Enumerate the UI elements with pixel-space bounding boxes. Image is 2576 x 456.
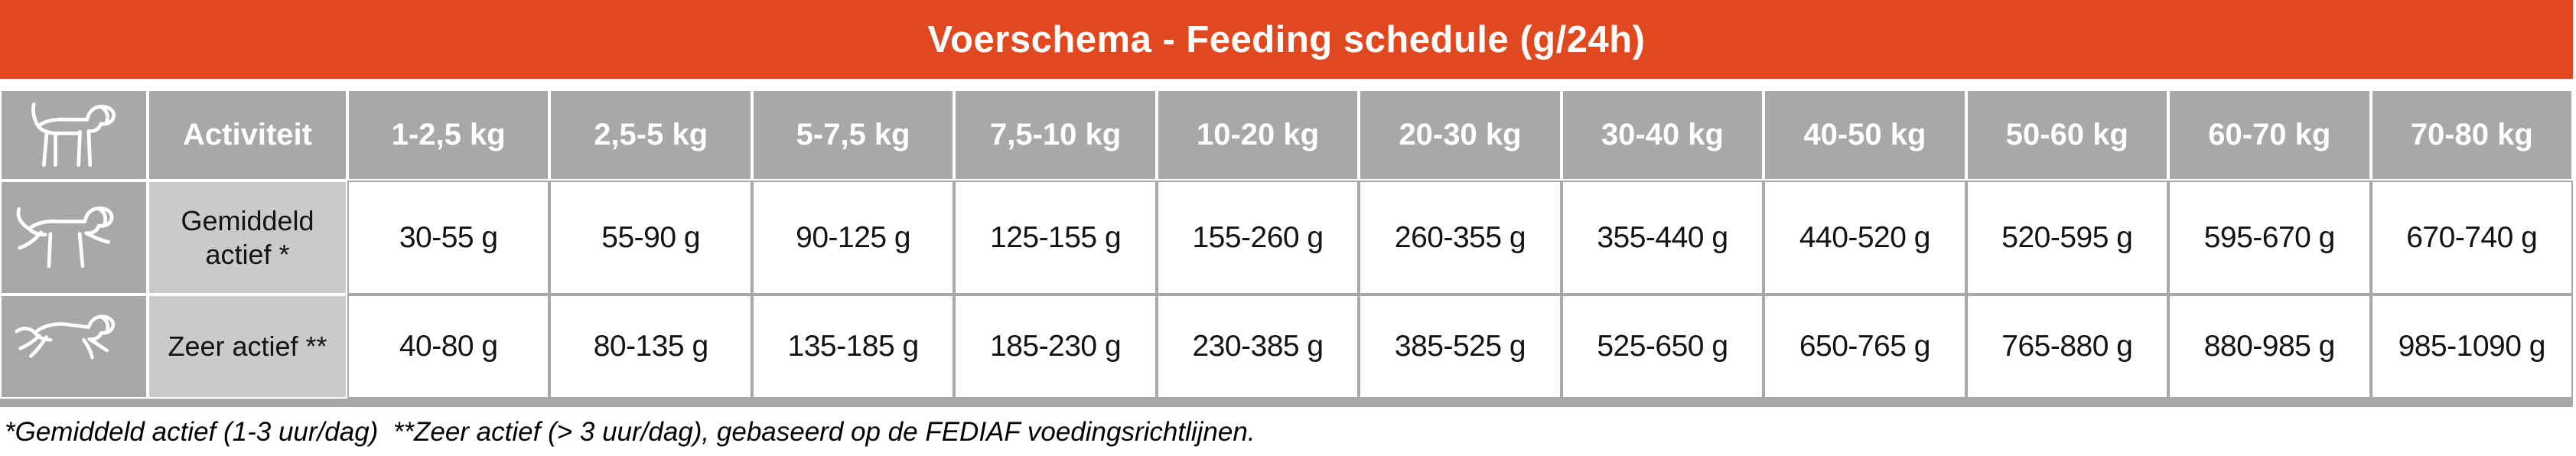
feeding-value-cell: 40-80 g [347, 295, 550, 399]
weight-header-cell: 70-80 kg [2370, 90, 2573, 181]
feeding-value: 385-525 g [1394, 330, 1526, 363]
weight-header-cell: 60-70 kg [2168, 90, 2371, 181]
weight-header-cell: 5-7,5 kg [751, 90, 955, 181]
feeding-value: 765-880 g [2001, 330, 2133, 363]
corner-icon-cell [0, 90, 148, 181]
feeding-value: 595-670 g [2203, 220, 2336, 254]
weight-header-label: 2,5-5 kg [594, 118, 708, 151]
feeding-value-cell: 30-55 g [347, 181, 550, 295]
feeding-value-cell: 985-1090 g [2370, 295, 2573, 399]
weight-header-cell: 50-60 kg [1965, 90, 2169, 181]
feeding-value: 80-135 g [593, 330, 708, 363]
weight-header-label: 40-50 kg [1803, 118, 1926, 151]
activity-label: Zeer actief ** [168, 331, 327, 363]
activity-cell: Zeer actief ** [148, 295, 347, 399]
activity-header-label: Activiteit [183, 118, 312, 151]
title-banner: Voerschema - Feeding schedule (g/24h) [0, 0, 2573, 79]
feeding-value: 670-740 g [2406, 220, 2538, 254]
row-icon-cell [0, 295, 148, 399]
feeding-value-cell: 355-440 g [1561, 181, 1764, 295]
weight-header-label: 70-80 kg [2410, 118, 2533, 151]
footnote: *Gemiddeld actief (1-3 uur/dag) **Zeer a… [5, 417, 1255, 447]
feeding-value: 440-520 g [1799, 220, 1931, 254]
weight-header-label: 60-70 kg [2208, 118, 2331, 151]
feeding-schedule-table: Activiteit 1-2,5 kg 2,5-5 kg 5-7,5 kg 7,… [0, 90, 2573, 399]
weight-header-cell: 1-2,5 kg [347, 90, 550, 181]
feeding-value-cell: 125-155 g [954, 181, 1157, 295]
feeding-value-cell: 880-985 g [2168, 295, 2371, 399]
activity-header-cell: Activiteit [148, 90, 347, 181]
table-bottom-bar [0, 399, 2573, 407]
feeding-value-cell: 520-595 g [1965, 181, 2169, 295]
feeding-value: 155-260 g [1192, 220, 1324, 254]
page-title: Voerschema - Feeding schedule (g/24h) [927, 18, 1646, 60]
dog-standing-icon [31, 102, 116, 167]
feeding-value: 260-355 g [1394, 220, 1526, 254]
feeding-value: 880-985 g [2203, 330, 2336, 363]
feeding-value-cell: 765-880 g [1965, 295, 2169, 399]
dog-running-icon [15, 314, 115, 360]
weight-header-label: 5-7,5 kg [796, 118, 910, 151]
feeding-value-cell: 55-90 g [549, 181, 752, 295]
feeding-value-cell: 155-260 g [1156, 181, 1360, 295]
activity-cell: Gemiddeld actief * [148, 181, 347, 295]
weight-header-label: 10-20 kg [1196, 118, 1320, 151]
weight-header-cell: 20-30 kg [1359, 90, 1562, 181]
feeding-value-cell: 90-125 g [751, 181, 955, 295]
feeding-value: 135-185 g [787, 330, 920, 363]
feeding-value-cell: 670-740 g [2370, 181, 2573, 295]
feeding-value: 520-595 g [2001, 220, 2133, 254]
feeding-value: 650-765 g [1799, 330, 1931, 363]
feeding-value: 30-55 g [399, 220, 498, 254]
row-icon-cell [0, 181, 148, 295]
dog-trotting-icon [16, 206, 113, 268]
feeding-value-cell: 230-385 g [1156, 295, 1360, 399]
feeding-value-cell: 440-520 g [1763, 181, 1966, 295]
feeding-value: 90-125 g [796, 220, 911, 254]
feeding-value-cell: 135-185 g [751, 295, 955, 399]
feeding-value: 55-90 g [601, 220, 701, 254]
feeding-value-cell: 260-355 g [1359, 181, 1562, 295]
feeding-value: 125-155 g [990, 220, 1122, 254]
weight-header-cell: 10-20 kg [1156, 90, 1360, 181]
feeding-value-cell: 385-525 g [1359, 295, 1562, 399]
weight-header-label: 30-40 kg [1601, 118, 1724, 151]
weight-header-label: 20-30 kg [1399, 118, 1522, 151]
feeding-value: 230-385 g [1192, 330, 1324, 363]
weight-header-cell: 30-40 kg [1561, 90, 1764, 181]
activity-label: Gemiddeld actief * [181, 205, 314, 270]
weight-header-label: 1-2,5 kg [391, 118, 506, 151]
feeding-value: 40-80 g [399, 330, 498, 363]
feeding-value: 525-650 g [1597, 330, 1728, 363]
weight-header-cell: 2,5-5 kg [549, 90, 752, 181]
feeding-value: 985-1090 g [2398, 330, 2546, 363]
feeding-value: 355-440 g [1597, 220, 1728, 254]
weight-header-cell: 7,5-10 kg [954, 90, 1157, 181]
weight-header-cell: 40-50 kg [1763, 90, 1966, 181]
weight-header-label: 50-60 kg [2005, 118, 2128, 151]
feeding-value: 185-230 g [990, 330, 1122, 363]
weight-header-label: 7,5-10 kg [989, 118, 1122, 151]
feeding-value-cell: 185-230 g [954, 295, 1157, 399]
feeding-value-cell: 650-765 g [1763, 295, 1966, 399]
feeding-value-cell: 80-135 g [549, 295, 752, 399]
feeding-value-cell: 525-650 g [1561, 295, 1764, 399]
feeding-value-cell: 595-670 g [2168, 181, 2371, 295]
